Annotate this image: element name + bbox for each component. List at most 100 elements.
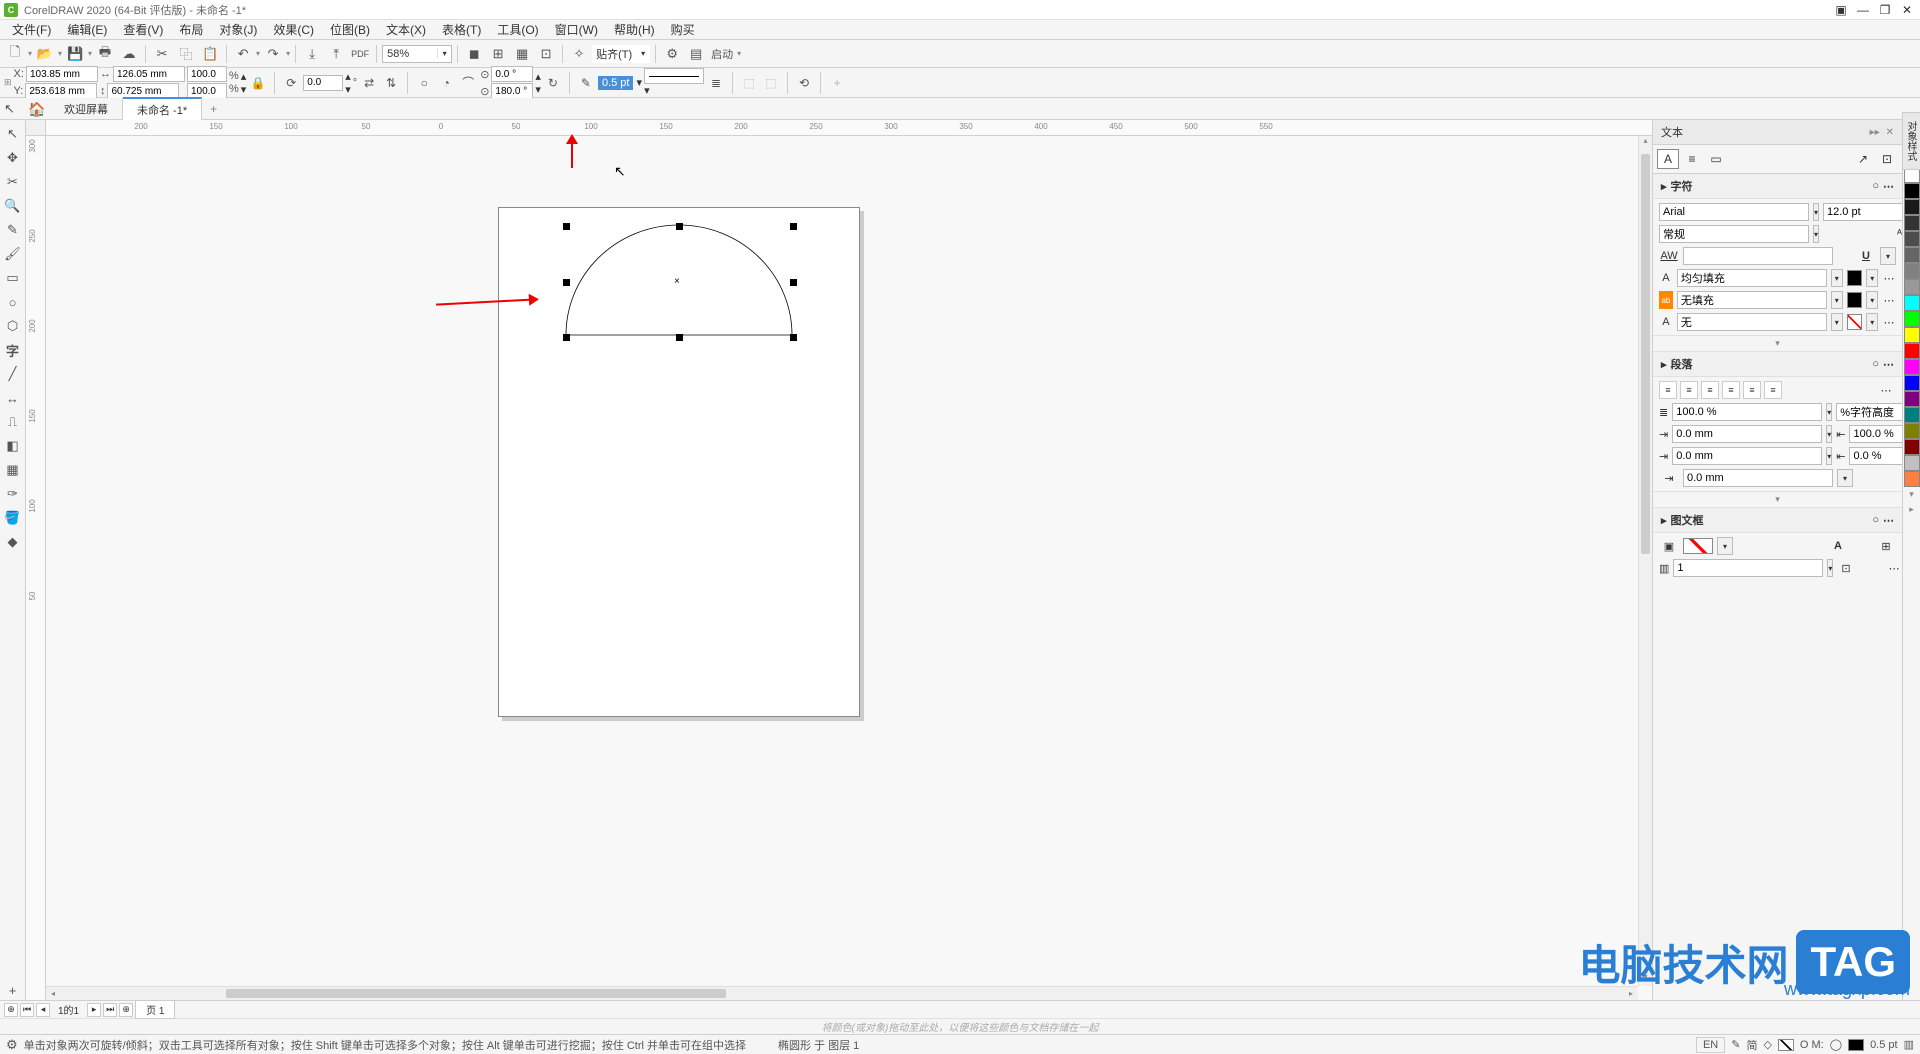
add-tab-icon[interactable]: + (202, 100, 225, 118)
scrollbar-h[interactable]: ◂ ▸ (46, 986, 1638, 1000)
snap-target-icon[interactable]: ✧ (568, 43, 590, 65)
selection-handle[interactable] (790, 223, 797, 230)
selection-handle[interactable] (563, 223, 570, 230)
arc-icon[interactable]: ⌒ (458, 73, 478, 93)
freehand-tool-icon[interactable]: ✎ (3, 220, 23, 240)
pdf-icon[interactable]: PDF (349, 43, 371, 65)
zoom-dropdown[interactable]: 58% ▾ (382, 45, 452, 63)
page-tab-1[interactable]: 页 1 (135, 1000, 175, 1019)
font-style-input[interactable] (1659, 225, 1809, 243)
columns-input[interactable] (1673, 559, 1823, 577)
para-settings-icon[interactable]: ⋯ (1876, 381, 1896, 399)
menu-tools[interactable]: 工具(O) (489, 19, 546, 40)
font-style-dd-icon[interactable]: ▾ (1813, 225, 1819, 243)
ruler-corner[interactable] (26, 120, 46, 136)
color-swatch[interactable] (1904, 327, 1920, 343)
scrollbar-v[interactable]: ▴ ▾ (1638, 136, 1652, 986)
last-page-icon[interactable]: ⏭ (103, 1003, 117, 1017)
color-swatch[interactable] (1904, 343, 1920, 359)
import-icon[interactable]: ⤓ (301, 43, 323, 65)
eyedropper-tool-icon[interactable]: ✑ (3, 484, 23, 504)
open-icon[interactable]: 📂 (34, 43, 56, 65)
menu-text[interactable]: 文本(X) (378, 19, 434, 40)
align-none-icon[interactable]: ≡ (1659, 381, 1677, 399)
char-collapse[interactable]: ▾ (1653, 335, 1902, 352)
panel-close-icon[interactable]: ✕ (1886, 127, 1894, 138)
new-icon[interactable]: 🗋 (4, 43, 26, 65)
color-swatch[interactable] (1904, 375, 1920, 391)
selection-handle[interactable] (676, 223, 683, 230)
align-justify-icon[interactable]: ≡ (1743, 381, 1761, 399)
first-page-icon[interactable]: ⏮ (20, 1003, 34, 1017)
status-fill-swatch[interactable] (1778, 1039, 1794, 1051)
undo-icon[interactable]: ↶ (232, 43, 254, 65)
outline-more-icon[interactable]: ⋯ (1882, 313, 1896, 331)
frame-more-icon[interactable]: ⋯ (1883, 514, 1894, 527)
frame-fit-icon[interactable]: ▣ (1659, 537, 1679, 555)
prev-page-icon[interactable]: ◂ (36, 1003, 50, 1017)
artistic-tool-icon[interactable]: 🖌 (3, 244, 23, 264)
color-swatch[interactable] (1904, 231, 1920, 247)
minimize-icon[interactable]: — (1854, 3, 1872, 17)
ruler-vertical[interactable]: 30025020015010050 (26, 136, 46, 1000)
selection-handle[interactable] (676, 334, 683, 341)
status-outline-swatch[interactable] (1848, 1039, 1864, 1051)
frame-line-swatch[interactable] (1683, 538, 1713, 554)
direction-icon[interactable]: ↻ (543, 73, 563, 93)
bg-more-icon[interactable]: ⋯ (1882, 291, 1896, 309)
line-style-dropdown[interactable]: ▾ (644, 68, 704, 97)
selection-handle[interactable] (790, 334, 797, 341)
rot-spinner[interactable]: ▴▾ (345, 70, 351, 96)
palette-down-icon[interactable]: ▾ (1903, 487, 1920, 502)
bg-color-dd-icon[interactable]: ▾ (1866, 291, 1878, 309)
lock-ratio-icon[interactable]: 🔒 (248, 73, 268, 93)
frame-opts-icon[interactable]: ○ (1872, 514, 1879, 526)
color-swatch[interactable] (1904, 247, 1920, 263)
para-mode-icon[interactable]: ≡ (1681, 149, 1703, 169)
fill-mode-dd-icon[interactable]: ▾ (1831, 269, 1843, 287)
close-icon[interactable]: ✕ (1898, 3, 1916, 17)
menu-edit[interactable]: 编辑(E) (59, 19, 115, 40)
ellipse-tool-icon[interactable]: ○ (3, 292, 23, 312)
color-swatch[interactable] (1904, 263, 1920, 279)
rotation-input[interactable] (303, 75, 343, 91)
menu-bitmap[interactable]: 位图(B) (322, 19, 378, 40)
align-force-icon[interactable]: ≡ (1764, 381, 1782, 399)
window-help-icon[interactable]: ▣ (1832, 3, 1850, 17)
dimension-tool-icon[interactable]: ↔ (3, 388, 23, 408)
start-angle-input[interactable] (491, 66, 533, 82)
zoom-tool-icon[interactable]: 🔍 (3, 196, 23, 216)
ellipse-icon[interactable]: ○ (414, 73, 434, 93)
outline-color-dd-icon[interactable]: ▾ (1866, 313, 1878, 331)
line-height-spin-icon[interactable]: ▾ (1826, 403, 1832, 421)
connector-tool-icon[interactable]: ⎍ (3, 412, 23, 432)
status-gear-icon[interactable]: ⚙ (6, 1037, 18, 1053)
canvas-area[interactable]: 2001501005005010015020025030035040045050… (26, 120, 1652, 1000)
bg-color-swatch[interactable] (1847, 292, 1863, 308)
para-collapse[interactable]: ▾ (1653, 491, 1902, 508)
grid-icon[interactable]: ▦ (511, 43, 533, 65)
char-section-header[interactable]: ▸字符 ○⋯ (1653, 174, 1902, 199)
paste-icon[interactable]: 📋 (199, 43, 221, 65)
rectangle-tool-icon[interactable]: ▭ (3, 268, 23, 288)
char-opts-icon[interactable]: ○ (1872, 180, 1879, 192)
status-extra-icon[interactable]: ▥ (1904, 1038, 1914, 1051)
print-icon[interactable]: 🖶 (94, 43, 116, 65)
scale-spinner[interactable]: ▴▾ (241, 70, 247, 96)
transparency-tool-icon[interactable]: ▦ (3, 460, 23, 480)
menu-window[interactable]: 窗口(W) (547, 19, 606, 40)
frame-section-header[interactable]: ▸图文框 ○⋯ (1653, 508, 1902, 533)
guides-icon[interactable]: ⊡ (535, 43, 557, 65)
shape-tool-icon[interactable]: ✥ (3, 148, 23, 168)
ruler-horizontal[interactable]: 2001501005005010015020025030035040045050… (46, 120, 1652, 136)
align-right-icon[interactable]: ≡ (1722, 381, 1740, 399)
crop-tool-icon[interactable]: ✂ (3, 172, 23, 192)
end-angle-input[interactable] (491, 83, 533, 99)
menu-effect[interactable]: 效果(C) (265, 19, 322, 40)
pie-icon[interactable]: ◔ (436, 73, 456, 93)
text-tool-icon[interactable]: 字 (3, 340, 23, 360)
char-more-icon[interactable]: ⋯ (1883, 180, 1894, 193)
save-icon[interactable]: 💾 (64, 43, 86, 65)
redo-icon[interactable]: ↷ (262, 43, 284, 65)
char-mode-icon[interactable]: A (1657, 149, 1679, 169)
